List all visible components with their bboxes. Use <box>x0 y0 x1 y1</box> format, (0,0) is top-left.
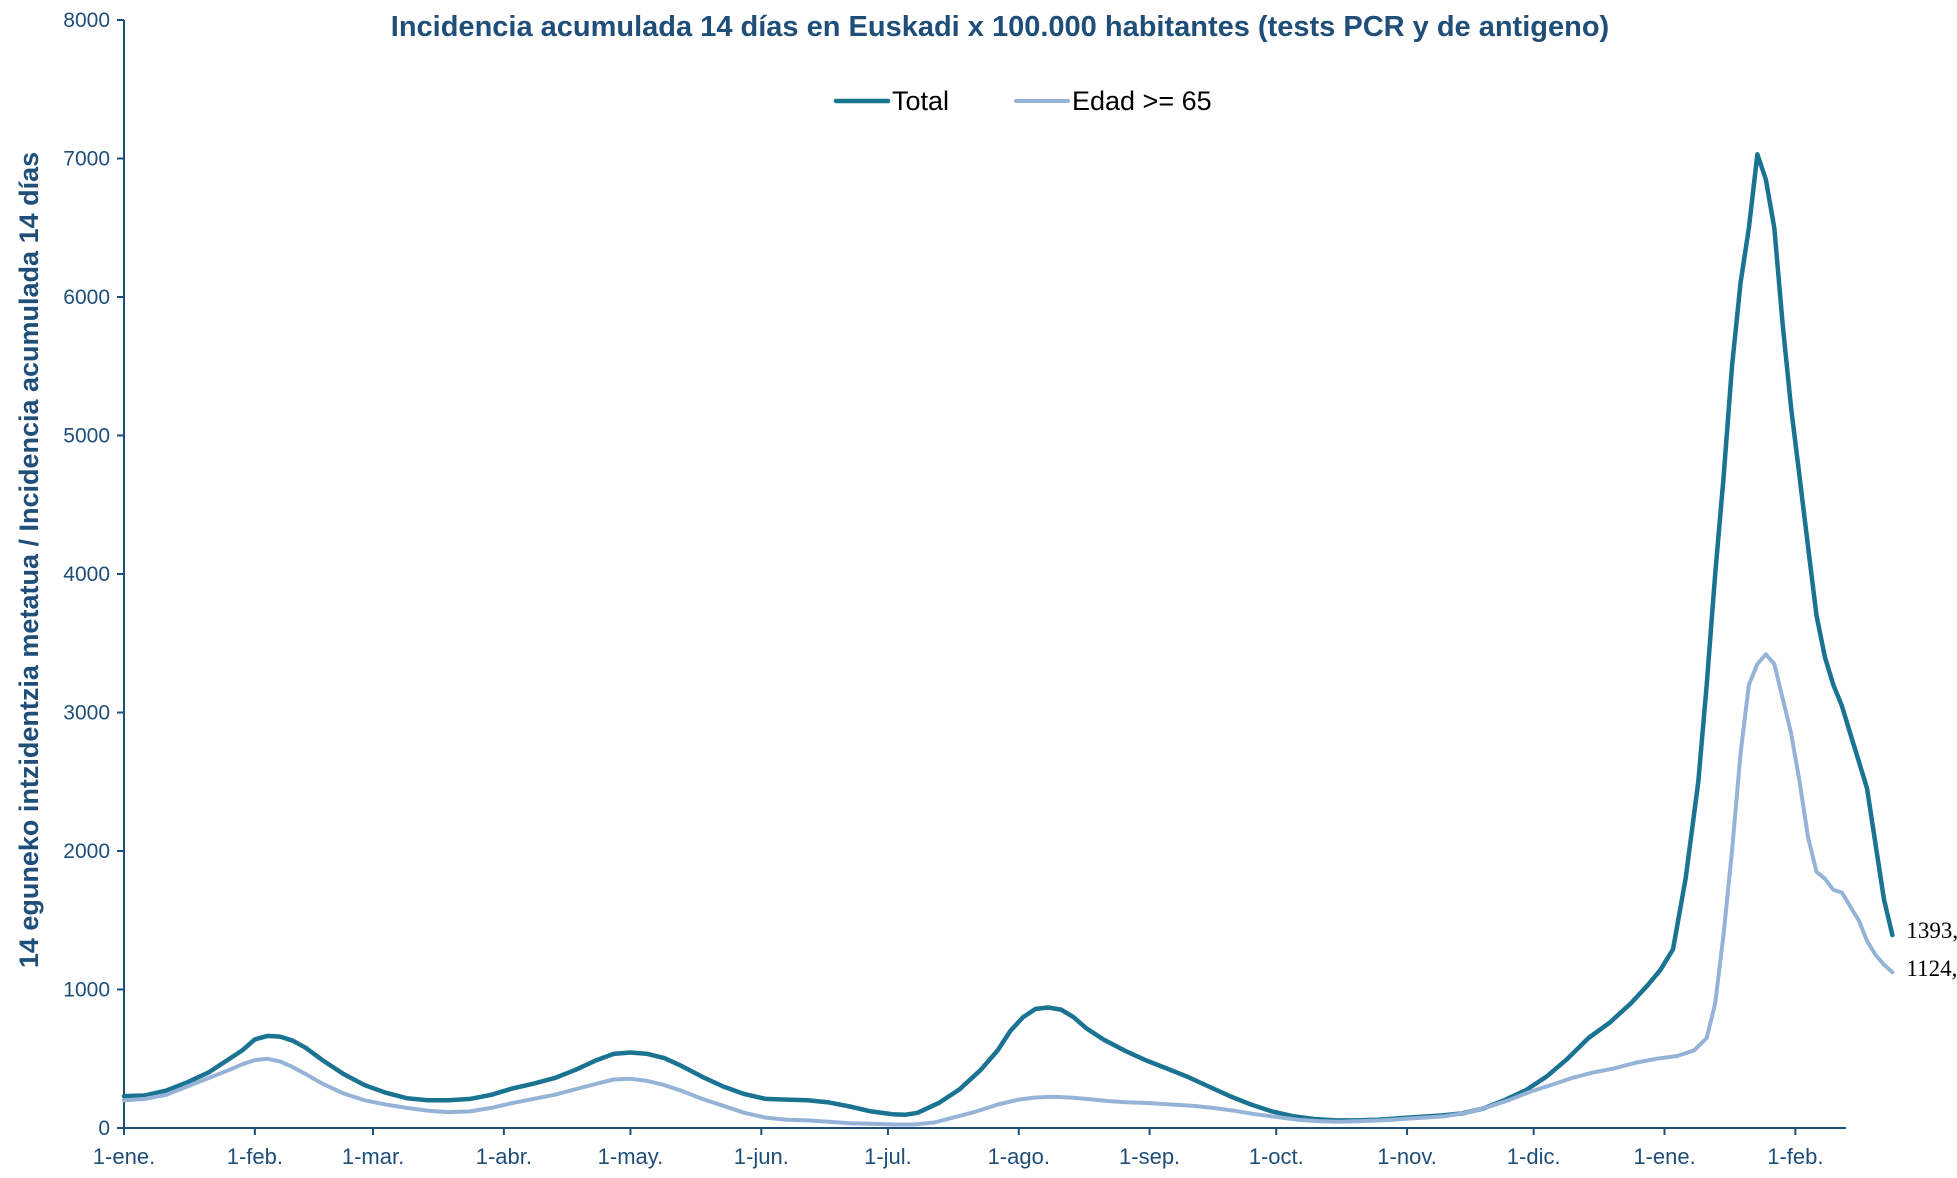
x-tick-label: 1-feb. <box>227 1144 283 1169</box>
y-axis-label: 14 eguneko intzidentzia metatua / Incide… <box>14 152 44 968</box>
legend: Total Edad >= 65 <box>833 86 1212 116</box>
y-tick-label: 2000 <box>63 840 110 863</box>
x-tick-label: 1-ene. <box>1633 1144 1695 1169</box>
y-tick-label: 7000 <box>63 148 110 171</box>
y-tick-label: 0 <box>98 1117 110 1140</box>
x-tick-label: 1-jun. <box>734 1144 789 1169</box>
legend-label-0: Total <box>892 86 949 116</box>
x-tick-label: 1-dic. <box>1507 1144 1561 1169</box>
y-tick-label: 8000 <box>63 9 110 32</box>
y-tick-label: 1000 <box>63 979 110 1002</box>
x-axis-ticks: 1-ene. 1-feb. 1-mar. 1-abr. 1-may. 1-jun. 1-ju… <box>93 1128 1823 1169</box>
x-tick-label: 1-ago. <box>988 1144 1050 1169</box>
chart-title: Incidencia acumulada 14 días en Euskadi … <box>391 11 1609 43</box>
y-axis-ticks: 0 1000 2000 3000 4000 5000 6000 7000 8000 <box>63 9 124 1140</box>
x-tick-label: 1-feb. <box>1767 1144 1823 1169</box>
x-tick-label: 1-may. <box>598 1144 664 1169</box>
y-tick-label: 3000 <box>63 702 110 725</box>
series-line-1 <box>122 652 1895 1127</box>
end-label-0: 1393,32 <box>1906 918 1957 943</box>
legend-label-1: Edad >= 65 <box>1072 86 1212 116</box>
series-lines <box>121 152 1895 1127</box>
x-tick-label: 1-mar. <box>342 1144 404 1169</box>
x-tick-label: 1-sep. <box>1119 1144 1180 1169</box>
y-tick-label: 5000 <box>63 425 110 448</box>
x-tick-label: 1-oct. <box>1249 1144 1304 1169</box>
x-tick-label: 1-nov. <box>1377 1144 1437 1169</box>
x-tick-label: 1-abr. <box>476 1144 532 1169</box>
x-tick-label: 1-ene. <box>93 1144 155 1169</box>
y-tick-label: 6000 <box>63 286 110 309</box>
y-tick-label: 4000 <box>63 563 110 586</box>
x-tick-label: 1-jul. <box>864 1144 912 1169</box>
end-label-1: 1124,68 <box>1906 956 1957 981</box>
end-labels: 1393,32 1124,68 <box>1906 918 1957 981</box>
series-line-0 <box>121 152 1895 1123</box>
